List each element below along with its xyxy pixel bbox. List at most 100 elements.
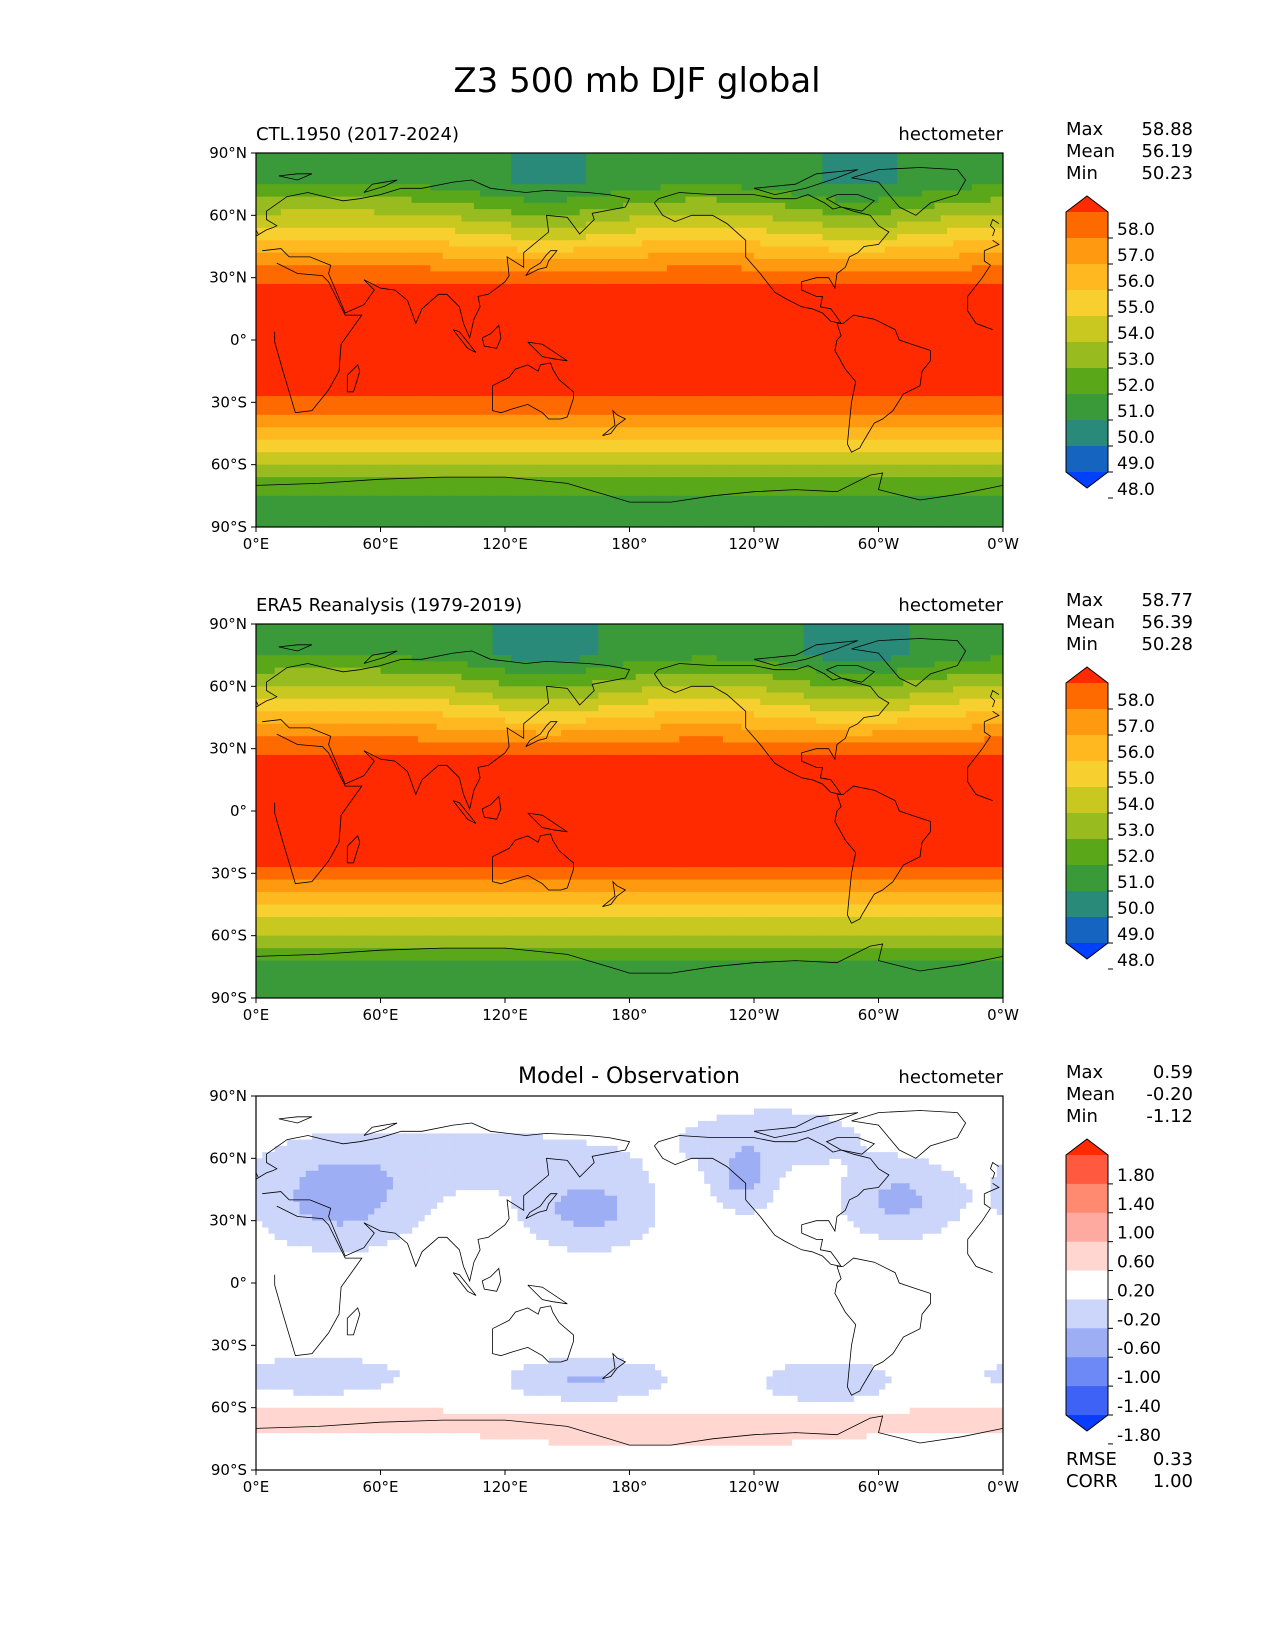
colorbar-extend-max [1066, 667, 1108, 683]
coastline-south-america [834, 785, 931, 924]
lat-tick-label: 90°N [209, 615, 247, 633]
coastline-madagascar [346, 1307, 361, 1336]
colorbar-bin [1066, 1357, 1108, 1387]
panel-diff-title: Model - Observation [518, 1064, 740, 1089]
panel-obs-stat-mean-value: 56.39 [1141, 612, 1193, 633]
colorbar-bin [1066, 238, 1108, 265]
colorbar-bin [1066, 709, 1108, 736]
lat-tick-label: 0° [230, 1274, 247, 1292]
colorbar-bin [1066, 813, 1108, 840]
colorbar-bin [1066, 394, 1108, 421]
lon-tick-label: 0°E [243, 535, 270, 553]
panel-diff-stat-rmse-value: 0.33 [1153, 1449, 1193, 1470]
coastline-antarctica [256, 943, 1003, 974]
lon-tick-label: 60°E [362, 1006, 398, 1024]
colorbar-bin [1066, 212, 1108, 239]
colorbar-label: 52.0 [1117, 376, 1155, 396]
panel-diff-stat-max-label: Max [1066, 1062, 1104, 1083]
colorbar-bin [1066, 290, 1108, 317]
lon-tick-label: 60°E [362, 535, 398, 553]
panel-model-units: hectometer [898, 124, 1003, 145]
colorbar-label: 53.0 [1117, 821, 1155, 841]
lat-tick-label: 60°S [211, 456, 247, 474]
lon-tick-label: 120°W [729, 1006, 780, 1024]
colorbar-label: 55.0 [1117, 769, 1155, 789]
lat-tick-label: 30°S [211, 864, 247, 882]
panel-obs-stat-min-label: Min [1066, 634, 1098, 655]
colorbar-label: 49.0 [1117, 925, 1155, 945]
panel-diff-stat-max-value: 0.59 [1153, 1062, 1193, 1083]
colorbar-bin [1066, 891, 1108, 918]
panel-model-axes: 90°N 60°N 30°N 0° 30°S 60°S 90°S0°E 60°E 120°E 18… [209, 144, 1019, 553]
lat-tick-label: 30°N [209, 1212, 247, 1230]
colorbar-label: 52.0 [1117, 847, 1155, 867]
panel-diff-stat-mean-value: -0.20 [1146, 1084, 1193, 1105]
coastline-australia [492, 362, 574, 420]
coastline-sumatra [452, 1272, 477, 1296]
colorbar-bin [1066, 1270, 1108, 1300]
colorbar-bin [1066, 264, 1108, 291]
lat-tick-label: 0° [230, 802, 247, 820]
colorbar-label: 1.00 [1117, 1224, 1155, 1244]
panel-diff-stat-min-value: -1.12 [1146, 1106, 1193, 1127]
coastline-canadian-arctic [753, 640, 858, 667]
lat-tick-label: 90°S [211, 518, 247, 536]
colorbar-bin [1066, 839, 1108, 866]
contour-field [256, 624, 1003, 998]
panel-diff-stat-min-label: Min [1066, 1106, 1098, 1127]
panel-obs-stat-max-value: 58.77 [1141, 590, 1193, 611]
coastline-new-guinea [527, 1284, 568, 1305]
coastline-japan [525, 721, 558, 747]
colorbar-label: 57.0 [1117, 246, 1155, 266]
colorbar-bin [1066, 1299, 1108, 1329]
coastline-greenland [851, 1110, 967, 1159]
colorbar-bin [1066, 316, 1108, 343]
panel-model-colorbar: 58.0 57.0 56.0 55.0 54.0 53.0 52.0 51.0 50.0 49.0… [1065, 195, 1155, 500]
lat-tick-label: 90°S [211, 1461, 247, 1479]
colorbar-extend-min [1066, 472, 1108, 488]
lon-tick-label: 120°E [482, 535, 528, 553]
colorbar-bin [1066, 787, 1108, 814]
coastline-novaya-zemlya [363, 179, 398, 193]
lat-tick-label: 60°S [211, 1399, 247, 1417]
panel-model-title: CTL.1950 (2017-2024) [256, 124, 459, 145]
panel-model-stat-mean-label: Mean [1066, 141, 1115, 162]
colorbar-label: 51.0 [1117, 873, 1155, 893]
colorbar-label: 51.0 [1117, 402, 1155, 422]
panel-obs: ERA5 Reanalysis (1979-2019) hectometer 9… [209, 590, 1193, 1024]
colorbar-label: 55.0 [1117, 298, 1155, 318]
coastline-africa [274, 1205, 993, 1357]
panel-obs-stat-mean-label: Mean [1066, 612, 1115, 633]
colorbar-bin [1066, 420, 1108, 447]
panel-model-stat-max-label: Max [1066, 119, 1104, 140]
colorbar-label: -0.20 [1117, 1310, 1161, 1330]
colorbar-label: 48.0 [1117, 480, 1155, 500]
colorbar-bin [1066, 917, 1108, 944]
coastline-sumatra [452, 329, 477, 353]
panel-obs-stat-max-label: Max [1066, 590, 1104, 611]
colorbar-label: 56.0 [1117, 272, 1155, 292]
lon-tick-label: 60°W [858, 1006, 900, 1024]
coastline-africa [274, 262, 993, 414]
colorbar-bin [1066, 1212, 1108, 1243]
colorbar-bin [1066, 761, 1108, 788]
colorbar-label: 56.0 [1117, 743, 1155, 763]
coastline-antarctica [256, 472, 1003, 503]
colorbar-bin [1066, 1328, 1108, 1358]
panel-diff-stat-mean-label: Mean [1066, 1084, 1115, 1105]
coastline-madagascar [346, 835, 361, 864]
lon-tick-label: 120°W [729, 535, 780, 553]
coastline-baffin [825, 194, 876, 212]
colorbar-label: -1.40 [1117, 1397, 1161, 1417]
colorbar-label: -1.80 [1117, 1426, 1161, 1446]
coastline-svalbard [278, 644, 313, 652]
colorbar-bin [1066, 368, 1108, 395]
panel-obs-colorbar: 58.0 57.0 56.0 55.0 54.0 53.0 52.0 51.0 50.0 49.0… [1065, 666, 1155, 971]
coastline-new-zealand [602, 409, 627, 436]
colorbar-extend-max [1066, 196, 1108, 212]
coastline-canadian-arctic [753, 169, 858, 196]
colorbar-label: 54.0 [1117, 324, 1155, 344]
colorbar-label: 48.0 [1117, 951, 1155, 971]
colorbar-label: 1.40 [1117, 1195, 1155, 1215]
